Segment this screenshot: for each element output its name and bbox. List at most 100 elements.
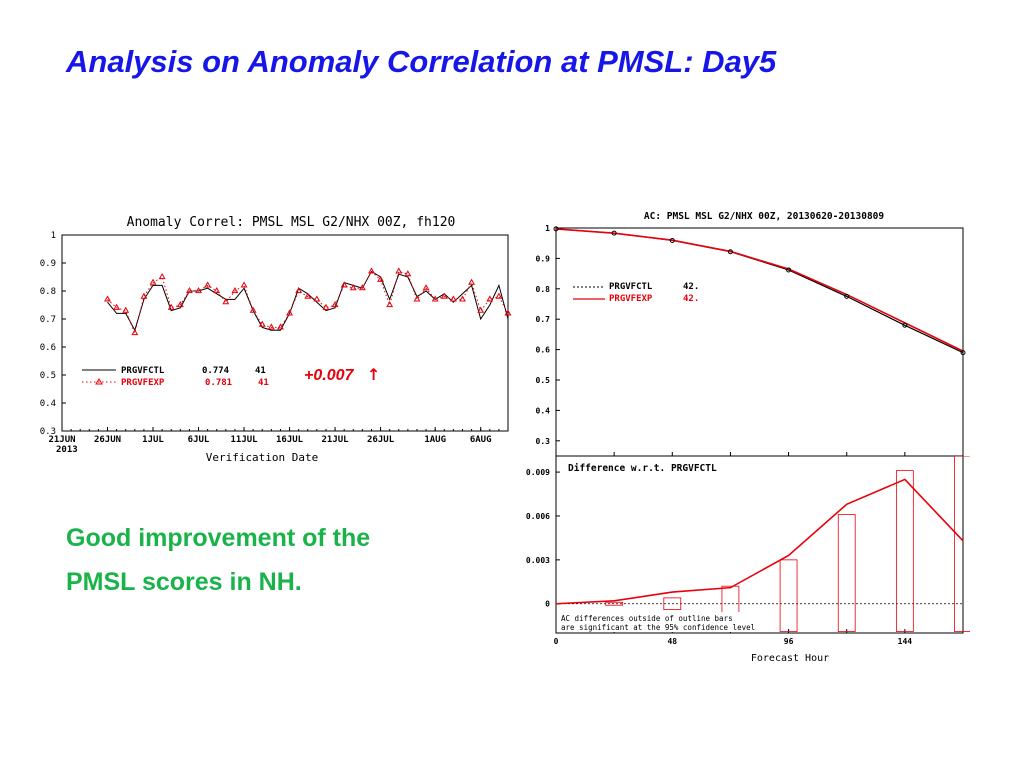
chart1-legend-exp-count: 41 — [258, 378, 269, 388]
chart1-exp-point — [449, 295, 457, 302]
chart3-y-axis: 0 0.003 0.006 0.009 — [526, 468, 963, 609]
chart1-legend-ctl-name: PRGVFCTL — [121, 366, 165, 376]
chart2-x-axis — [555, 452, 964, 456]
chart1-x-tick-label: 26JUN — [94, 435, 121, 445]
chart1-exp-point — [468, 278, 476, 285]
chart1-y-tick-label: 0.4 — [40, 399, 56, 409]
chart1-y-axis: 0.3 0.4 0.5 0.6 0.7 0.8 0.9 1 — [40, 231, 66, 437]
chart1-x-year-label: 2013 — [56, 445, 78, 455]
chart1-exp-point — [185, 286, 193, 294]
chart1-exp-point — [167, 303, 175, 310]
chart2-y-tick-label: 0.9 — [536, 254, 551, 263]
chart1-exp-point — [440, 292, 448, 299]
daily-ac-timeseries-chart: Anomaly Correl: PMSL MSL G2/NHX 00Z, fh1… — [40, 215, 512, 464]
chart2-ctl-point — [786, 267, 792, 273]
chart3-significance-bar — [837, 514, 856, 632]
chart2-series-exp-line — [555, 228, 964, 352]
chart2-ctl-point — [553, 226, 559, 232]
chart1-exp-point — [358, 284, 366, 291]
chart3-y-tick-label: 0.006 — [526, 512, 550, 521]
chart3-difference-line — [555, 478, 964, 605]
chart2-ctl-point — [727, 249, 733, 255]
chart1-exp-point — [204, 281, 212, 288]
chart1-y-tick-label: 0.8 — [40, 287, 56, 297]
chart3-significance-bar — [895, 470, 914, 632]
chart1-exp-point — [131, 328, 139, 336]
chart2-y-tick-label: 0.8 — [536, 285, 551, 294]
chart3-y-tick-label: 0.009 — [526, 468, 550, 477]
chart1-exp-point — [386, 300, 394, 308]
chart1-improvement-arrow: ↑ — [367, 365, 380, 384]
chart1-exp-point — [395, 267, 403, 274]
chart1-exp-point — [304, 292, 312, 299]
chart1-exp-point — [486, 295, 494, 302]
chart3-note-line-2: are significant at the 95% confidence le… — [561, 623, 755, 632]
chart1-exp-point — [249, 306, 257, 313]
chart2-y-tick-label: 0.4 — [536, 406, 551, 415]
chart1-exp-point — [404, 270, 412, 277]
chart1-exp-point — [195, 286, 202, 294]
chart1-exp-point — [495, 292, 503, 299]
chart3-significance-bar — [954, 456, 970, 632]
chart1-legend-ctl-score: 0.774 — [202, 366, 230, 376]
chart2-y-tick-label: 0.3 — [536, 437, 551, 446]
chart1-y-tick-label: 0.9 — [40, 259, 56, 269]
chart1-exp-point — [122, 306, 130, 313]
chart3-x-tick-label: 0 — [554, 637, 559, 646]
chart1-series-exp-line — [107, 270, 509, 335]
chart2-legend: PRGVFCTL 42. PRGVFEXP 42. — [573, 282, 699, 304]
chart1-exp-point — [422, 284, 430, 291]
chart1-exp-point — [286, 309, 294, 316]
chart1-exp-point — [231, 286, 239, 294]
chart1-y-tick-label: 0.3 — [40, 427, 56, 437]
chart1-plot-frame — [61, 234, 509, 432]
chart1-exp-point — [459, 295, 466, 302]
chart3-y-tick-label: 0.003 — [526, 556, 550, 565]
chart2-title: AC: PMSL MSL G2/NHX 00Z, 20130620-201308… — [644, 211, 884, 222]
chart1-x-tick-label: 26JUL — [367, 435, 395, 445]
chart2-ctl-point — [669, 237, 675, 243]
chart3-line-group — [555, 478, 964, 605]
chart3-significance-bar — [605, 601, 624, 606]
chart1-exp-point — [158, 272, 166, 280]
ac-by-forecast-hour-chart: AC: PMSL MSL G2/NHX 00Z, 20130620-201308… — [536, 211, 966, 456]
chart2-y-tick-label: 0.6 — [536, 346, 551, 355]
difference-chart: Difference w.r.t. PRGVFCTL 0 0.003 0.006 0.… — [526, 456, 970, 664]
chart3-x-tick-label: 144 — [898, 637, 913, 646]
chart1-legend-exp-name: PRGVFEXP — [121, 378, 165, 388]
chart1-y-tick-label: 0.6 — [40, 343, 56, 353]
chart1-exp-point — [113, 303, 121, 310]
chart1-exp-point — [413, 295, 421, 302]
chart1-y-tick-label: 0.7 — [40, 315, 56, 325]
chart1-exp-point — [176, 300, 184, 308]
chart2-legend-ctl-name: PRGVFCTL — [609, 282, 653, 292]
chart1-exp-point — [377, 275, 385, 282]
chart1-exp-point — [267, 323, 275, 330]
chart3-plot-frame — [555, 456, 964, 634]
chart1-title: Anomaly Correl: PMSL MSL G2/NHX 00Z, fh1… — [127, 215, 456, 230]
chart3-significance-bar — [779, 559, 798, 632]
chart1-legend-exp-score: 0.781 — [205, 378, 232, 388]
chart3-bars-group — [605, 456, 970, 632]
chart1-y-tick-label: 0.5 — [40, 371, 56, 381]
chart1-x-tick-label: 21JUN — [48, 435, 75, 445]
comment-line-1: Good improvement of the — [66, 524, 371, 552]
chart1-exp-point — [295, 286, 303, 294]
chart1-exp-point — [368, 267, 375, 274]
chart1-series-group — [104, 267, 512, 336]
chart1-exp-point — [276, 323, 284, 330]
chart1-x-axis: 21JUN 26JUN 1JUL 6JUL 11JUL 16JUL 21JUL 26JUL 1A… — [48, 427, 509, 445]
chart2-legend-ctl-count: 42. — [683, 282, 699, 292]
chart1-series-ctl-line — [107, 270, 509, 332]
chart1-exp-point — [222, 298, 230, 305]
chart3-x-tick-label: 48 — [667, 637, 677, 646]
chart1-exp-point — [340, 281, 348, 288]
chart1-exp-point — [149, 278, 157, 285]
chart1-exp-point — [258, 320, 266, 327]
chart1-x-tick-label: 21JUL — [322, 435, 350, 445]
chart2-ctl-point — [960, 350, 966, 356]
chart1-x-axis-title: Verification Date — [206, 451, 319, 464]
chart2-series-group — [553, 226, 966, 356]
chart3-significance-bar — [663, 597, 682, 610]
slide-title: Analysis on Anomaly Correlation at PMSL:… — [66, 44, 777, 79]
